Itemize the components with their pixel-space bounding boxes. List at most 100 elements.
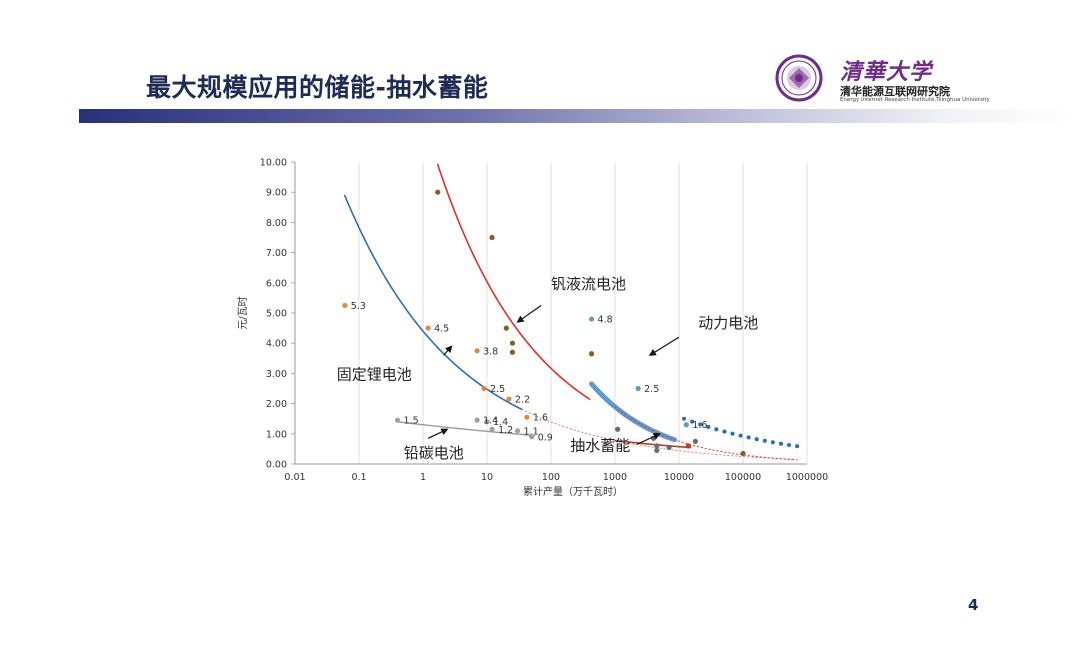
point-vanadium xyxy=(489,234,495,241)
x-axis-label: 累计产量（万千瓦时） xyxy=(523,485,623,498)
series-power-projection-dot xyxy=(746,435,751,440)
series-lithium-line xyxy=(344,194,523,411)
series-power-projection-dot xyxy=(682,416,687,421)
series-power-projection-dot xyxy=(795,444,800,449)
series-power-projection-dot xyxy=(786,442,792,448)
point-label-power: 1.6 xyxy=(692,420,707,431)
annotation-arrow-lithium xyxy=(443,345,453,356)
y-tick-label: 6.00 xyxy=(266,278,287,289)
point-label-power: 2.5 xyxy=(644,384,659,395)
point-label-lithium: 1.6 xyxy=(533,413,548,424)
logo-university-name: 清華大学 xyxy=(840,59,933,85)
series-power-projection-dot xyxy=(738,433,743,438)
point-lead-carbon xyxy=(394,417,401,423)
point-label-lead-carbon: 1.4 xyxy=(493,417,508,428)
chart-axes: 0.01 0.1 1 10 100 1000 10000 100000 1000000 0.00 1… xyxy=(260,158,828,484)
y-tick-label: 8.00 xyxy=(266,218,287,229)
series-power-projection-dot xyxy=(698,422,703,427)
x-tick-label: 10 xyxy=(481,472,493,483)
point-vanadium xyxy=(509,340,516,346)
series-power-projection-dot xyxy=(722,429,727,434)
y-axis-label: 元/瓦时 xyxy=(237,296,249,329)
annotation-label-vanadium: 钒液流电池 xyxy=(551,275,626,293)
point-power xyxy=(588,316,595,322)
series-pumped-line xyxy=(614,439,692,449)
chart-grid xyxy=(294,162,808,464)
y-tick-label: 5.00 xyxy=(266,309,287,320)
learning-curve-chart: 0.01 0.1 1 10 100 1000 10000 100000 1000000 0.00 1… xyxy=(175,143,865,523)
point-lead-carbon xyxy=(514,428,521,434)
point-label-lithium: 2.2 xyxy=(515,395,530,406)
point-pumped xyxy=(666,444,672,450)
page-number: 4 xyxy=(968,596,979,614)
series-vanadium-line xyxy=(436,163,591,400)
point-label-lithium: 3.8 xyxy=(483,346,498,357)
point-vanadium xyxy=(435,189,441,195)
logo-institute-english: Energy Internet Research Institute,Tsing… xyxy=(840,97,990,103)
y-tick-label: 10.00 xyxy=(260,158,287,169)
point-pumped xyxy=(685,443,691,449)
slide-title: 最大规模应用的储能-抽水蓄能 xyxy=(146,73,489,102)
annotation-label-lead-carbon: 铅碳电池 xyxy=(404,444,464,462)
point-lithium xyxy=(506,396,512,402)
y-tick-label: 9.00 xyxy=(266,188,287,199)
y-tick-label: 4.00 xyxy=(266,339,287,350)
logo-institute-name: 清华能源互联网研究院 xyxy=(840,85,950,98)
x-tick-label: 10000 xyxy=(664,472,694,483)
series-power-projection-dot xyxy=(714,427,719,432)
series-power-projection-line xyxy=(614,406,798,461)
series-power-projection-dot xyxy=(778,441,783,446)
y-tick-label: 3.00 xyxy=(266,369,287,380)
x-tick-label: 0.01 xyxy=(284,472,305,483)
point-label-power: 4.8 xyxy=(598,315,613,326)
annotation-arrow-pumped xyxy=(636,433,661,445)
x-tick-label: 1 xyxy=(420,472,426,483)
point-pumped xyxy=(615,426,621,432)
annotation-arrow-lead-carbon xyxy=(427,428,449,439)
point-lead-carbon xyxy=(489,426,495,432)
point-label-lead-carbon: 1.5 xyxy=(404,416,419,427)
point-lead-carbon xyxy=(529,434,535,440)
point-label-lithium: 2.5 xyxy=(490,384,505,395)
x-tick-label: 100 xyxy=(542,472,560,483)
point-lithium xyxy=(425,325,431,331)
chart-point-labels: 5.34.53.82.52.21.61.5 1.41.41.2 1.10.94.82… xyxy=(351,301,708,443)
annotation-label-power: 动力电池 xyxy=(698,314,758,332)
point-lithium xyxy=(342,302,348,309)
point-lithium xyxy=(524,414,530,420)
point-pumped xyxy=(740,450,746,457)
series-power-projection-dot xyxy=(754,437,759,442)
series-power-projection-dot xyxy=(762,438,767,443)
point-label-lithium: 4.5 xyxy=(434,324,449,335)
series-power-projection-dot xyxy=(706,424,711,430)
series-power-projection-dot xyxy=(730,431,735,436)
point-label-lithium: 5.3 xyxy=(351,301,366,312)
y-tick-label: 2.00 xyxy=(266,399,287,410)
annotation-label-lithium: 固定锂电池 xyxy=(337,365,412,383)
point-pumped xyxy=(654,443,660,449)
y-tick-label: 1.00 xyxy=(266,429,287,440)
annotation-arrow-vanadium xyxy=(516,304,542,323)
series-power-line xyxy=(589,381,677,443)
tsinghua-seal-icon xyxy=(775,54,823,102)
y-tick-label: 0.00 xyxy=(266,460,287,471)
series-lead-carbon-line xyxy=(396,421,536,437)
chart-svg: 0.01 0.1 1 10 100 1000 10000 100000 1000000 0.00 1… xyxy=(237,158,828,499)
point-label-lead-carbon: 0.9 xyxy=(538,432,553,443)
point-vanadium xyxy=(503,325,509,331)
point-label-lead-carbon: 1.1 xyxy=(524,426,539,437)
point-label-lead-carbon: 1.4 xyxy=(483,416,498,427)
point-pumped xyxy=(654,447,660,454)
x-tick-label: 1000000 xyxy=(786,472,828,483)
y-tick-label: 7.00 xyxy=(266,248,287,259)
point-lead-carbon xyxy=(484,419,490,425)
annotation-label-pumped: 抽水蓄能 xyxy=(570,436,630,454)
x-tick-label: 100000 xyxy=(725,472,761,483)
point-power xyxy=(635,385,641,392)
point-label-lead-carbon: 1.2 xyxy=(498,425,513,436)
series-power-projection-dot xyxy=(770,440,775,445)
point-lead-carbon xyxy=(474,417,480,423)
title-underline-bar xyxy=(79,109,1080,123)
point-pumped xyxy=(692,438,698,444)
